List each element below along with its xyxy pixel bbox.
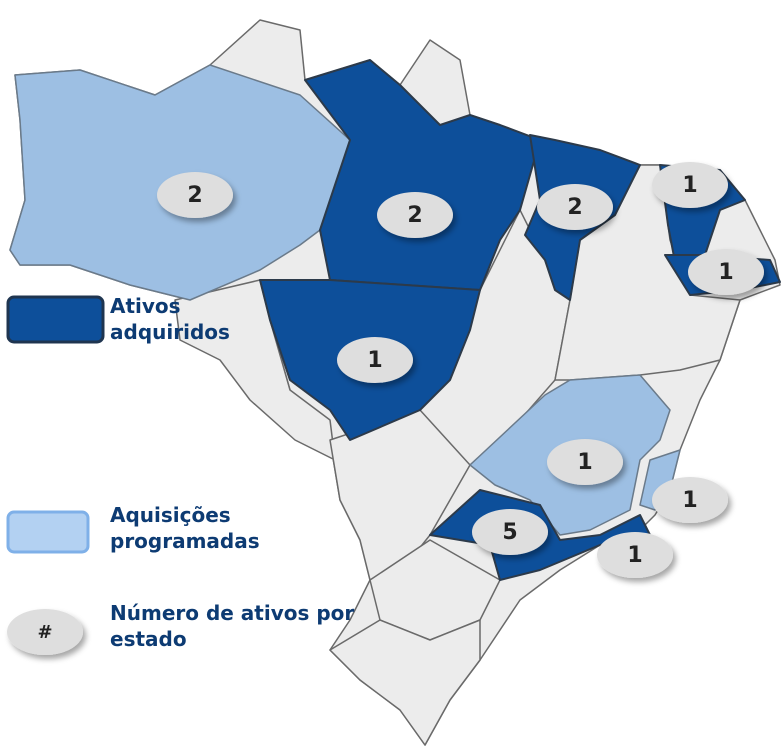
marker-count: 2 — [407, 203, 422, 228]
legend-label: Número de ativos por estado — [110, 601, 355, 651]
legend-label: Ativos adquiridos — [110, 294, 230, 344]
marker-bubble — [688, 249, 764, 295]
state — [329, 619, 481, 746]
marker-bubble — [652, 477, 728, 523]
marker-bubble — [547, 439, 623, 485]
marker-bubble — [472, 509, 548, 555]
legend-symbol: # — [37, 622, 52, 643]
marker-bubble — [652, 162, 728, 208]
marker-count: 1 — [367, 348, 382, 373]
marker-count: 1 — [627, 543, 642, 568]
state-para — [304, 59, 541, 291]
marker-count: 1 — [577, 450, 592, 475]
marker-count: 1 — [682, 488, 697, 513]
marker-count: 1 — [718, 260, 733, 285]
markers: 2 2 2 1 1 1 1 1 5 1 — [157, 162, 764, 578]
marker-bubble — [157, 172, 233, 218]
marker-count: 2 — [567, 195, 582, 220]
marker-bubble — [377, 192, 453, 238]
marker-count: 5 — [502, 520, 517, 545]
marker-bubble — [7, 609, 83, 655]
marker-bubble — [537, 184, 613, 230]
legend-label: Aquisições programadas — [110, 503, 260, 553]
legend-swatch-planned — [6, 510, 90, 554]
marker-count: 1 — [682, 173, 697, 198]
marker-count: 2 — [187, 183, 202, 208]
marker-bubble — [337, 337, 413, 383]
marker-bubble — [597, 532, 673, 578]
legend-swatch-acquired — [6, 295, 105, 344]
legend-marker: # — [7, 609, 83, 655]
